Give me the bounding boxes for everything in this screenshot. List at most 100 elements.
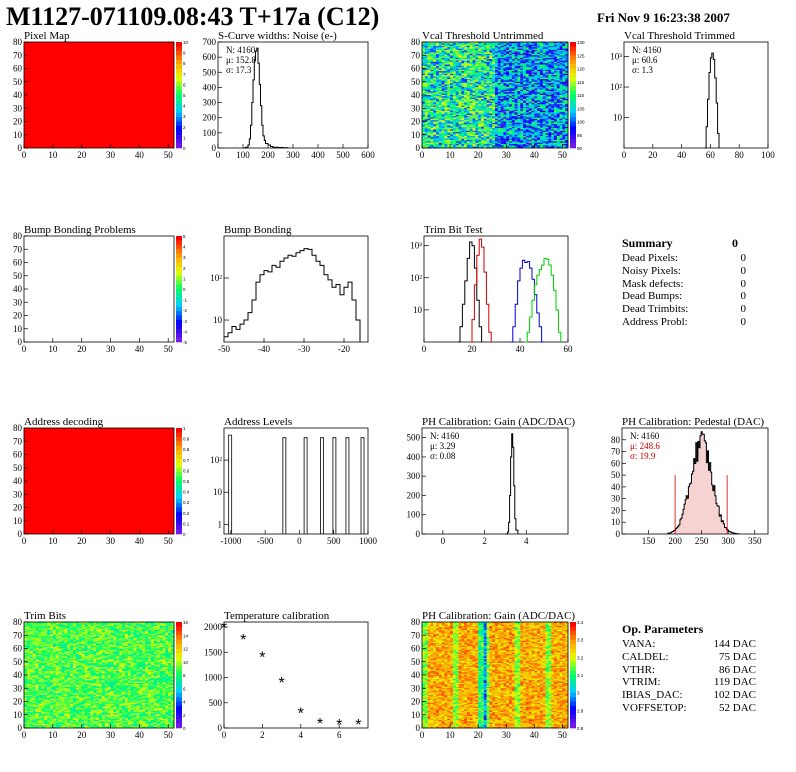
y-tick-label: 600 — [203, 52, 217, 62]
stat-n: N: 4160 — [226, 45, 256, 55]
temperature-chart: Temperature calibration 0 2 4 6 0 500 1000 1500 2… — [204, 610, 369, 740]
y-tick-label: 1 — [218, 519, 223, 529]
op-parameters-rows: VANA: 144 DAC CALDEL: 75 DAC VTHR: 86 DAC VTRI… — [622, 638, 756, 715]
heatmap-fill — [24, 42, 174, 148]
summary-row: Noisy Pixels: 0 — [622, 265, 746, 278]
x-tick-label: 100 — [761, 150, 775, 160]
y-tick-label: 80 — [13, 423, 23, 433]
x-tick-label: 40 — [530, 730, 540, 740]
y-tick-label: 20 — [13, 117, 23, 127]
temperature-point: * — [240, 632, 246, 649]
pedestal-bar — [705, 442, 707, 534]
x-tick-label: -30 — [298, 344, 310, 354]
stat-n: N: 4160 — [430, 431, 460, 441]
series-line — [704, 52, 720, 149]
color-scale: -5 -4 -3 -2 -1 0 1 2 3 4 5 — [176, 234, 187, 345]
y-tick-label: 10 — [611, 517, 621, 527]
pedestal-bar — [725, 527, 727, 534]
summary-value: 0 — [740, 303, 747, 316]
level-peak — [228, 434, 233, 534]
color-scale-label: 6 — [183, 686, 186, 691]
x-tick-label: 40 — [530, 150, 540, 160]
x-tick-label: 0 — [420, 150, 425, 160]
summary-value: 0 — [740, 252, 747, 264]
y-tick-label: 40 — [411, 670, 421, 680]
x-tick-label: 10 — [48, 344, 58, 354]
color-scale-label: -4 — [183, 329, 187, 334]
ph-gain-map-chart: PH Calibration: Gain (ADC/DAC) 2.8 2.9 3 3.1… — [411, 610, 584, 740]
y-tick-label: 50 — [13, 271, 23, 281]
summary-rows: Dead Pixels: 0 Noisy Pixels: 0 Mask defects:… — [622, 252, 746, 329]
ph-gain-chart: PH Calibration: Gain (ADC/DAC) 0 2 4 0 100 200… — [407, 416, 576, 546]
x-tick-label: 50 — [164, 730, 174, 740]
x-tick-label: 30 — [502, 730, 512, 740]
y-tick-label: 0 — [218, 723, 223, 733]
stat-mean: μ: 3.29 — [430, 441, 456, 451]
color-scale-label: 90 — [577, 146, 583, 151]
pedestal-bar — [710, 472, 712, 534]
summary-label: Noisy Pixels: — [622, 264, 681, 277]
summary-header: Summary 0 — [622, 236, 746, 250]
pedestal-bar — [684, 504, 686, 534]
summary-value: 0 — [740, 290, 747, 303]
address-decoding-chart: Address decoding 0 0.1 0.2 0.3 0.4 0.5 0.6 0.7 0.… — [13, 416, 190, 546]
y-tick-label: 40 — [611, 482, 621, 492]
heatmap-cells — [422, 42, 569, 149]
level-peak — [345, 437, 350, 534]
y-tick-label: 10³ — [610, 52, 622, 62]
stat-sigma: σ: 0.08 — [430, 451, 456, 461]
pedestal-bar — [695, 442, 697, 534]
x-tick-label: 4 — [299, 730, 304, 740]
y-tick-label: 30 — [13, 683, 23, 693]
op-param-label: VOFFSETOP: — [622, 701, 687, 714]
summary-value: 0 — [740, 264, 747, 277]
chart-title: Address decoding — [24, 416, 104, 428]
x-tick-label: 60 — [564, 344, 574, 354]
y-tick-label: 10 — [613, 113, 623, 123]
heatmap-fill — [24, 428, 174, 534]
y-tick-label: 20 — [13, 311, 23, 321]
y-tick-label: 60 — [411, 644, 421, 654]
pedestal-bar — [688, 486, 690, 534]
ph-pedestal-chart: PH Calibration: Pedestal (DAC)150 200 250 3… — [611, 416, 769, 546]
y-tick-label: 50 — [411, 77, 421, 87]
x-tick-label: 0 — [22, 730, 27, 740]
color-scale-label: -1 — [183, 298, 187, 303]
x-tick-label: 300 — [286, 150, 300, 160]
chart-title: PH Calibration: Pedestal (DAC) — [622, 416, 764, 428]
y-tick-label: 30 — [411, 683, 421, 693]
color-scale-label: 0.7 — [183, 458, 190, 463]
scurve-noise-chart: S-Curve widths: Noise (e-) 0 100 200 300 400 5… — [203, 30, 376, 160]
op-param-value: 52 DAC — [719, 701, 756, 714]
summary-label: Address Probl: — [622, 315, 688, 328]
x-tick-label: 4 — [524, 536, 529, 546]
pedestal-bar — [683, 509, 685, 534]
x-tick-label: 50 — [558, 150, 568, 160]
y-tick-label: 30 — [13, 103, 23, 113]
y-tick-label: 400 — [407, 452, 421, 462]
color-scale-label: 120 — [577, 67, 585, 72]
y-tick-label: 10 — [13, 516, 23, 526]
level-peak — [320, 437, 324, 534]
y-tick-label: 1000 — [204, 673, 223, 683]
y-tick-label: 10 — [13, 130, 23, 140]
temperature-point: * — [259, 649, 265, 666]
y-tick-label: 70 — [13, 630, 23, 640]
color-scale-label: 1 — [183, 276, 186, 281]
color-scale-label: 12 — [183, 647, 189, 652]
color-scale-label: 3.2 — [577, 655, 584, 660]
x-tick-label: 10 — [48, 730, 58, 740]
temperature-point: * — [298, 705, 304, 722]
x-tick-label: 350 — [748, 536, 762, 546]
temperature-point: * — [317, 716, 323, 733]
op-param-value: 75 DAC — [719, 650, 756, 663]
pedestal-bar — [680, 518, 682, 534]
stat-mean: μ: 60.6 — [632, 55, 658, 65]
plot-frame — [223, 235, 369, 343]
color-scale-label: 0.6 — [183, 468, 190, 473]
pedestal-bar — [676, 527, 678, 534]
x-tick-label: 50 — [164, 150, 174, 160]
x-tick-label: 0 — [297, 536, 302, 546]
color-scale-label: 105 — [577, 106, 585, 111]
pedestal-bar — [720, 514, 722, 534]
